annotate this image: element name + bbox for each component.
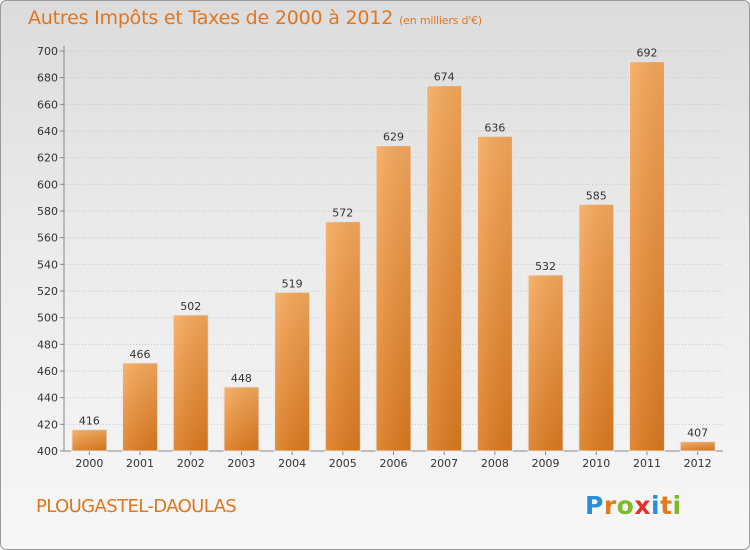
bar-shade-2001 bbox=[122, 363, 158, 451]
x-tick-label-2012: 2012 bbox=[684, 457, 712, 470]
bar-shade-2008 bbox=[477, 136, 513, 452]
y-tick-label: 420 bbox=[37, 418, 58, 431]
logo-letter: i bbox=[651, 491, 661, 520]
x-tick-label-2008: 2008 bbox=[481, 457, 509, 470]
y-tick-label: 560 bbox=[37, 232, 58, 245]
y-tick-label: 600 bbox=[37, 178, 58, 191]
value-label-2003: 448 bbox=[231, 372, 252, 385]
y-tick-label: 700 bbox=[37, 45, 58, 58]
logo-letter: r bbox=[603, 491, 617, 520]
y-tick-label: 580 bbox=[37, 205, 58, 218]
bar-shade-2012 bbox=[680, 441, 716, 451]
value-label-2007: 674 bbox=[434, 71, 455, 84]
value-label-2012: 407 bbox=[687, 427, 708, 440]
value-label-2010: 585 bbox=[586, 189, 607, 202]
value-label-2009: 532 bbox=[535, 260, 556, 273]
y-tick-label: 660 bbox=[37, 98, 58, 111]
bar-shade-2003 bbox=[223, 387, 259, 451]
x-tick-label-2010: 2010 bbox=[582, 457, 610, 470]
y-tick-label: 440 bbox=[37, 392, 58, 405]
value-label-2005: 572 bbox=[332, 207, 353, 220]
logo-letter: o bbox=[616, 491, 635, 520]
x-tick-label-2000: 2000 bbox=[75, 457, 103, 470]
logo-letter: t bbox=[660, 491, 673, 520]
value-label-2000: 416 bbox=[79, 415, 100, 428]
value-label-2001: 466 bbox=[130, 348, 151, 361]
chart-title-text: Autres Impôts et Taxes de 2000 à 2012 bbox=[28, 7, 394, 29]
x-tick-label-2007: 2007 bbox=[430, 457, 458, 470]
chart-subtitle: (en milliers d'€) bbox=[399, 14, 482, 27]
y-tick-label: 680 bbox=[37, 72, 58, 85]
value-label-2006: 629 bbox=[383, 131, 404, 144]
value-label-2004: 519 bbox=[282, 277, 303, 290]
x-tick-label-2003: 2003 bbox=[227, 457, 255, 470]
y-tick-label: 500 bbox=[37, 312, 58, 325]
chart-title: Autres Impôts et Taxes de 2000 à 2012 (en… bbox=[28, 7, 482, 29]
bars: 416 466 502 448 519 572 629 674 636 532 585 692 407 bbox=[71, 47, 716, 452]
commune-name: PLOUGASTEL-DAOULAS bbox=[36, 496, 237, 517]
x-tick-label-2005: 2005 bbox=[329, 457, 357, 470]
y-tick-label: 460 bbox=[37, 365, 58, 378]
x-tick-label-2006: 2006 bbox=[380, 457, 408, 470]
x-tick-label-2009: 2009 bbox=[532, 457, 560, 470]
x-tick-label-2004: 2004 bbox=[278, 457, 306, 470]
bar-shade-2007 bbox=[426, 85, 462, 452]
value-label-2002: 502 bbox=[180, 300, 201, 313]
y-tick-label: 640 bbox=[37, 125, 58, 138]
y-tick-label: 520 bbox=[37, 285, 58, 298]
value-label-2011: 692 bbox=[636, 47, 657, 60]
logo-letter: i bbox=[672, 491, 682, 520]
bar-shade-2010 bbox=[578, 204, 614, 451]
axes: 400 420 440 460 480 500 520 540 560 580 600 620 640 6… bbox=[37, 45, 723, 470]
bar-shade-2004 bbox=[274, 292, 310, 451]
y-tick-label: 480 bbox=[37, 338, 58, 351]
bar-shade-2005 bbox=[325, 221, 361, 451]
bar-shade-2009 bbox=[528, 275, 564, 451]
y-tick-label: 620 bbox=[37, 152, 58, 165]
logo-letter: P bbox=[585, 491, 604, 520]
proxiti-logo: Proxiti bbox=[585, 491, 682, 520]
y-tick-label: 540 bbox=[37, 258, 58, 271]
bar-shade-2000 bbox=[71, 429, 107, 451]
logo-letter: x bbox=[634, 491, 651, 520]
x-tick-label-2001: 2001 bbox=[126, 457, 154, 470]
bar-shade-2006 bbox=[376, 145, 411, 451]
x-tick-label-2011: 2011 bbox=[633, 457, 661, 470]
value-label-2008: 636 bbox=[484, 121, 505, 134]
x-tick-label-2002: 2002 bbox=[177, 457, 205, 470]
y-tick-label: 400 bbox=[37, 445, 58, 458]
bar-shade-2011 bbox=[629, 61, 665, 452]
bar-shade-2002 bbox=[173, 315, 209, 451]
